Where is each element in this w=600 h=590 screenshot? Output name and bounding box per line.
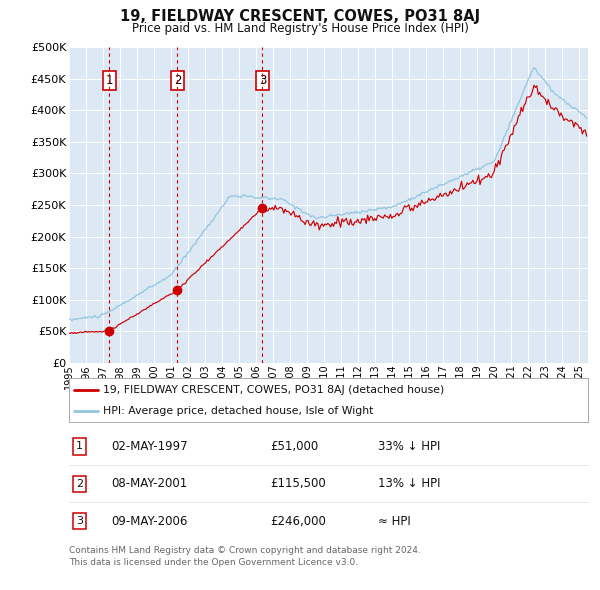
Text: £246,000: £246,000 [270, 514, 326, 527]
Text: 2: 2 [76, 479, 83, 489]
Text: 19, FIELDWAY CRESCENT, COWES, PO31 8AJ: 19, FIELDWAY CRESCENT, COWES, PO31 8AJ [120, 9, 480, 24]
Text: 2: 2 [173, 74, 181, 87]
Text: £51,000: £51,000 [270, 440, 318, 453]
Text: HPI: Average price, detached house, Isle of Wight: HPI: Average price, detached house, Isle… [103, 406, 373, 416]
Text: 13% ↓ HPI: 13% ↓ HPI [378, 477, 440, 490]
Text: 3: 3 [259, 74, 266, 87]
Text: This data is licensed under the Open Government Licence v3.0.: This data is licensed under the Open Gov… [69, 558, 358, 566]
Text: Contains HM Land Registry data © Crown copyright and database right 2024.: Contains HM Land Registry data © Crown c… [69, 546, 421, 555]
Text: 09-MAY-2006: 09-MAY-2006 [111, 514, 187, 527]
Text: 3: 3 [76, 516, 83, 526]
Text: ≈ HPI: ≈ HPI [378, 514, 411, 527]
Text: 19, FIELDWAY CRESCENT, COWES, PO31 8AJ (detached house): 19, FIELDWAY CRESCENT, COWES, PO31 8AJ (… [103, 385, 444, 395]
Text: 02-MAY-1997: 02-MAY-1997 [111, 440, 188, 453]
Text: 33% ↓ HPI: 33% ↓ HPI [378, 440, 440, 453]
Text: 1: 1 [76, 441, 83, 451]
Text: 08-MAY-2001: 08-MAY-2001 [111, 477, 187, 490]
Text: £115,500: £115,500 [270, 477, 326, 490]
Text: Price paid vs. HM Land Registry's House Price Index (HPI): Price paid vs. HM Land Registry's House … [131, 22, 469, 35]
Text: 1: 1 [106, 74, 113, 87]
